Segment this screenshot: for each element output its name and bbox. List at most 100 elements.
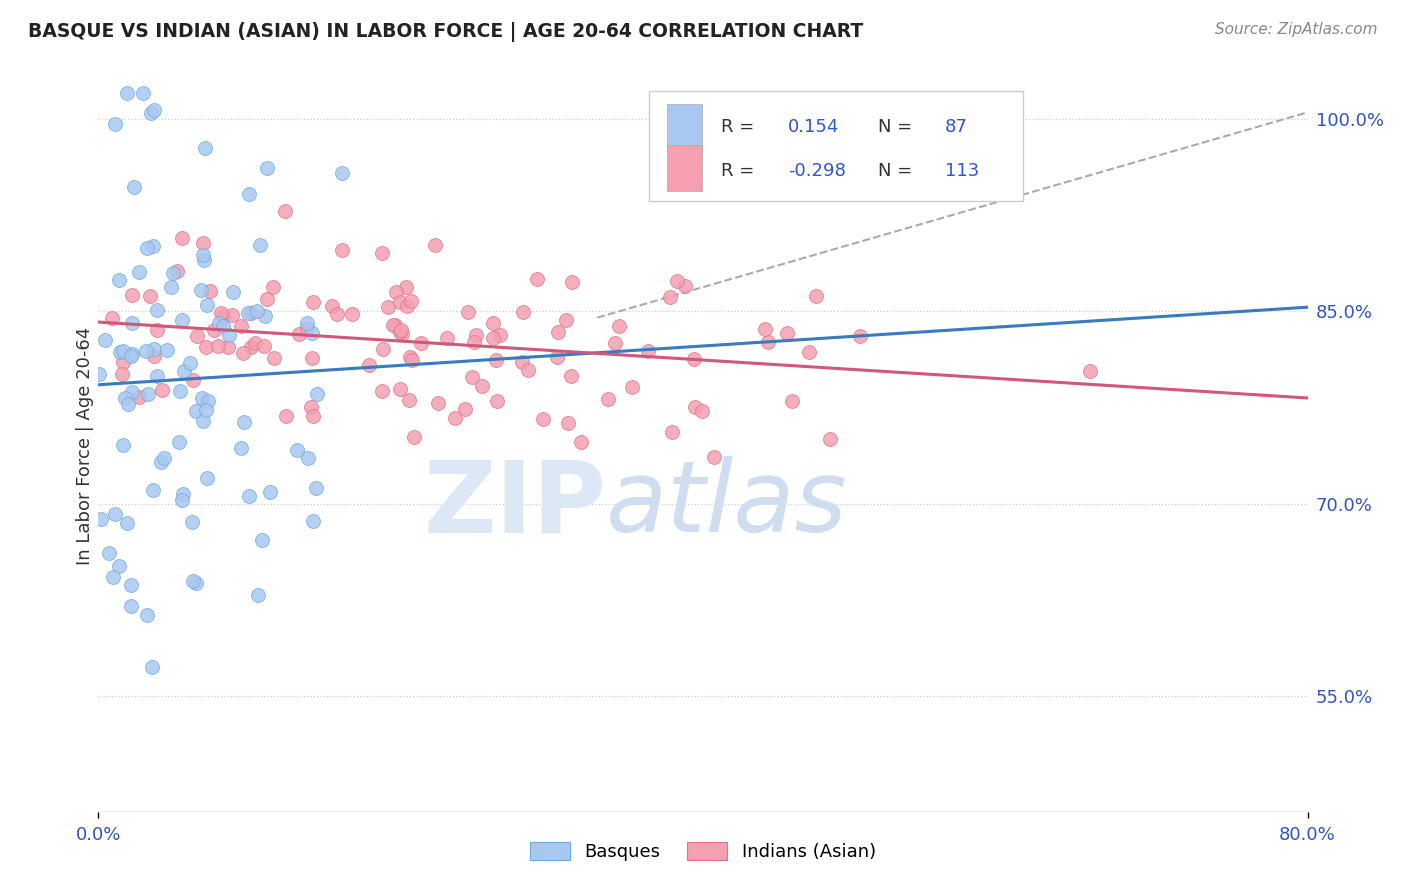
Point	[186, 575, 208, 590]
Point	[330, 166, 353, 180]
Point	[114, 391, 136, 405]
Point	[197, 394, 219, 409]
Point	[115, 86, 138, 100]
Point	[249, 238, 271, 252]
Point	[136, 386, 159, 401]
Point	[112, 355, 135, 369]
Point	[775, 326, 797, 340]
Legend: Basques, Indians (Asian): Basques, Indians (Asian)	[523, 835, 883, 869]
Point	[142, 343, 165, 357]
Point	[191, 235, 214, 250]
Y-axis label: In Labor Force | Age 20-64: In Labor Force | Age 20-64	[76, 326, 94, 566]
Point	[395, 279, 418, 293]
Point	[557, 416, 579, 430]
Point	[425, 237, 447, 252]
Text: N =: N =	[879, 162, 912, 180]
Point	[637, 343, 659, 358]
Point	[299, 400, 322, 414]
Point	[146, 302, 169, 317]
Point	[546, 350, 568, 364]
Point	[112, 344, 135, 359]
Text: -0.298: -0.298	[787, 162, 845, 180]
Point	[193, 414, 215, 428]
Point	[510, 354, 533, 368]
Text: R =: R =	[721, 162, 755, 180]
Text: Source: ZipAtlas.com: Source: ZipAtlas.com	[1215, 22, 1378, 37]
Point	[398, 393, 420, 408]
Point	[138, 289, 160, 303]
Point	[301, 326, 323, 340]
Point	[756, 334, 779, 349]
Point	[621, 379, 644, 393]
Point	[94, 333, 117, 347]
Point	[132, 86, 155, 100]
Point	[560, 368, 582, 383]
Point	[150, 455, 173, 469]
FancyBboxPatch shape	[666, 104, 702, 152]
Point	[111, 367, 134, 381]
Text: R =: R =	[721, 119, 755, 136]
FancyBboxPatch shape	[666, 145, 702, 192]
Point	[162, 265, 184, 279]
Point	[218, 327, 240, 342]
Point	[191, 391, 214, 405]
Point	[229, 441, 252, 455]
Point	[117, 397, 139, 411]
Point	[463, 334, 485, 349]
Point	[180, 515, 202, 529]
Point	[170, 492, 193, 507]
Point	[302, 514, 325, 528]
Point	[195, 297, 218, 311]
Point	[371, 246, 394, 260]
Point	[128, 265, 150, 279]
Point	[107, 273, 129, 287]
Point	[121, 384, 143, 399]
Point	[849, 329, 872, 343]
Point	[385, 285, 408, 299]
Point	[780, 393, 803, 408]
Point	[285, 443, 308, 458]
Point	[389, 325, 412, 339]
Point	[263, 351, 285, 366]
Point	[256, 292, 278, 306]
Point	[404, 429, 426, 443]
Point	[142, 349, 165, 363]
Text: ZIP: ZIP	[423, 456, 606, 553]
Point	[141, 660, 163, 674]
Point	[150, 383, 173, 397]
Point	[166, 264, 188, 278]
Point	[156, 343, 179, 357]
Point	[122, 180, 145, 194]
Point	[146, 369, 169, 384]
Point	[252, 533, 274, 547]
Point	[262, 280, 284, 294]
Point	[121, 316, 143, 330]
Point	[173, 363, 195, 377]
Point	[326, 307, 349, 321]
Point	[297, 321, 319, 335]
Point	[398, 350, 420, 364]
Point	[232, 415, 254, 429]
Point	[202, 322, 225, 336]
Point	[661, 425, 683, 439]
Point	[330, 244, 353, 258]
Point	[190, 283, 212, 297]
Point	[297, 451, 319, 466]
Point	[121, 347, 143, 361]
Point	[217, 340, 239, 354]
Point	[531, 412, 554, 426]
Point	[301, 294, 323, 309]
Point	[208, 316, 231, 330]
Point	[120, 349, 142, 363]
Point	[401, 352, 423, 367]
Point	[195, 340, 218, 354]
Point	[104, 507, 127, 521]
Point	[181, 574, 204, 589]
Point	[191, 248, 214, 262]
Point	[395, 299, 418, 313]
Point	[461, 370, 484, 384]
Point	[194, 141, 217, 155]
Point	[486, 394, 509, 409]
Point	[101, 311, 124, 326]
Point	[253, 310, 276, 324]
